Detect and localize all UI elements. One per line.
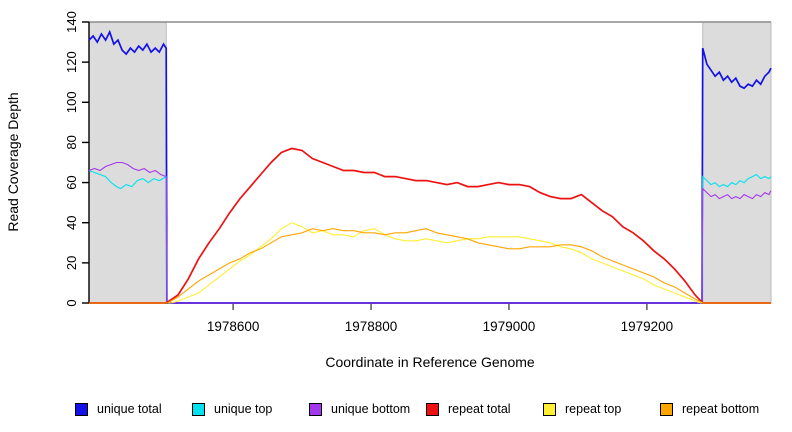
legend-swatch-repeat-total <box>426 402 439 416</box>
coverage-plot: 0 20 40 60 80 100 120 140 1978600 1978800 1979000 1… <box>5 11 772 370</box>
y-axis-title: Read Coverage Depth <box>5 92 21 231</box>
series-unique-bottom <box>88 161 772 304</box>
legend-item-unique-total: unique total <box>75 399 162 419</box>
series-repeat-top <box>89 222 771 304</box>
y-tick-label: 0 <box>64 299 79 306</box>
legend-swatch-unique-total <box>75 402 88 416</box>
x-tick-label: 1979000 <box>483 319 536 334</box>
legend-label: repeat total <box>448 402 511 416</box>
legend-item-repeat-top: repeat top <box>543 399 621 419</box>
legend-label: unique top <box>214 402 273 416</box>
shaded-region <box>702 21 772 304</box>
legend-item-unique-bottom: unique bottom <box>309 399 410 419</box>
y-tick-label: 120 <box>64 51 79 73</box>
y-tick-label: 80 <box>64 135 79 149</box>
legend-label: repeat top <box>565 402 622 416</box>
legend-swatch-unique-bottom <box>309 402 322 416</box>
legend-label: repeat bottom <box>682 402 760 416</box>
legend-swatch-unique-top <box>192 402 205 416</box>
x-tick-label: 1978800 <box>345 319 398 334</box>
series-unique-top <box>88 169 772 304</box>
x-tick-label: 1979200 <box>621 319 674 334</box>
legend-label: unique bottom <box>331 402 411 416</box>
y-tick-label: 100 <box>64 91 79 113</box>
y-tick-label: 140 <box>64 11 79 33</box>
x-tick-label: 1978600 <box>207 319 260 334</box>
legend: unique total unique top unique bottom repea… <box>0 399 792 421</box>
y-tick-label: 60 <box>64 175 79 189</box>
legend-item-repeat-total: repeat total <box>426 399 511 419</box>
y-tick-label: 20 <box>64 256 79 270</box>
shaded-region <box>88 21 167 304</box>
series-repeat-bottom <box>89 228 771 304</box>
legend-label: unique total <box>97 402 162 416</box>
series-repeat-total <box>89 147 771 304</box>
series-unique-total <box>88 29 772 304</box>
legend-item-unique-top: unique top <box>192 399 272 419</box>
y-tick-label: 40 <box>64 215 79 229</box>
legend-swatch-repeat-bottom <box>660 402 673 416</box>
legend-item-repeat-bottom: repeat bottom <box>660 399 759 419</box>
legend-swatch-repeat-top <box>543 402 556 416</box>
x-axis-title: Coordinate in Reference Genome <box>325 354 535 370</box>
